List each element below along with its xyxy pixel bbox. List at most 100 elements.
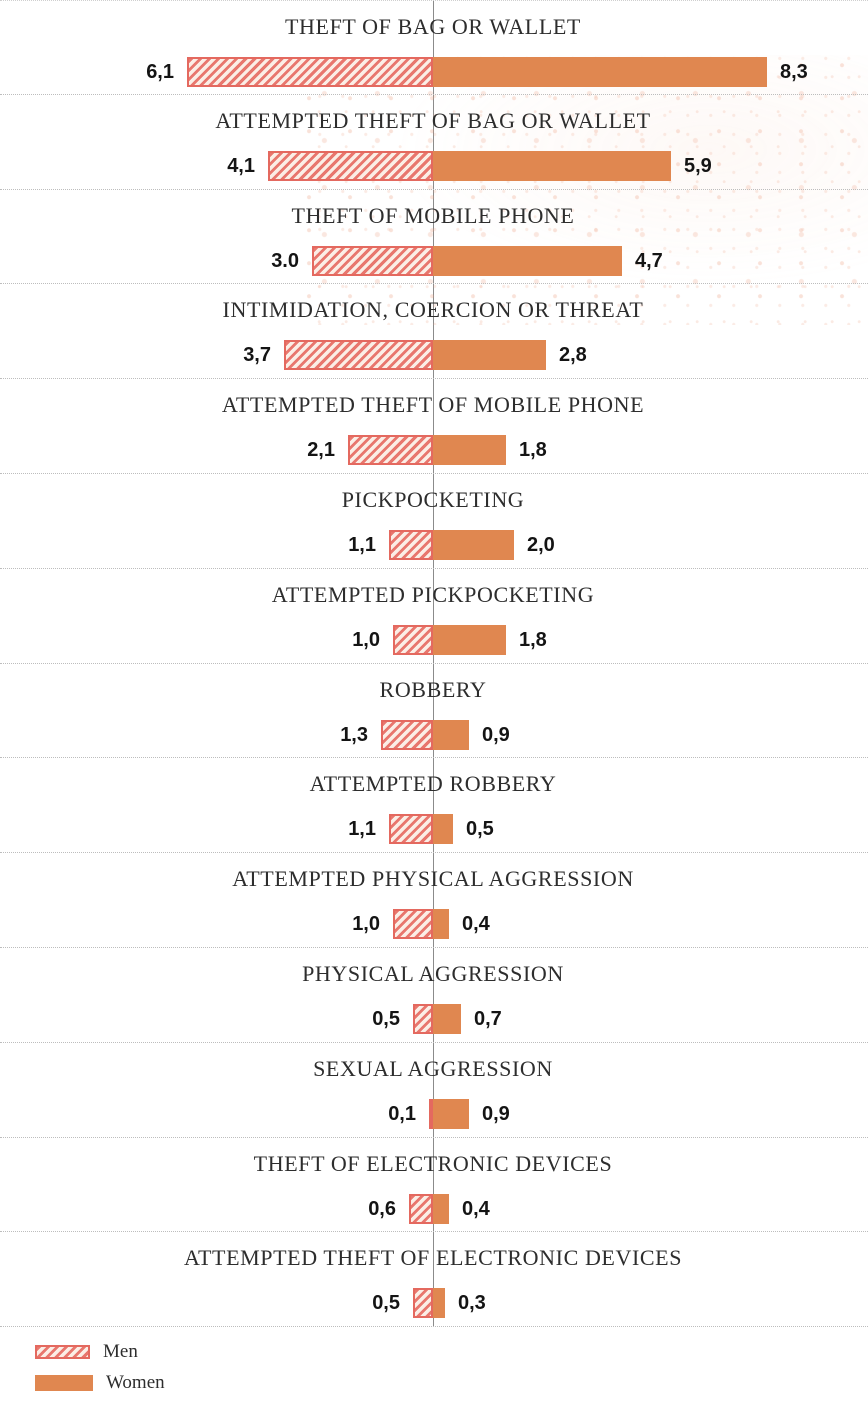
bar-area: 3,7 2,8 <box>0 340 868 371</box>
women-bar <box>433 1098 469 1129</box>
men-value-label: 6,1 <box>146 61 174 83</box>
men-value-label: 1,3 <box>340 723 368 746</box>
men-bar <box>389 529 433 560</box>
men-value-label: 2,1 <box>307 439 335 462</box>
women-bar <box>433 909 449 940</box>
category-label: ATTEMPTED PHYSICAL AGGRESSION <box>232 866 634 892</box>
bar-area: 1,1 2,0 <box>0 529 868 560</box>
men-value-label: 4,1 <box>227 154 255 177</box>
chart-row: ATTEMPTED THEFT OF BAG OR WALLET 4,1 5,9 <box>0 95 868 190</box>
category-label: THEFT OF MOBILE PHONE <box>291 202 575 228</box>
men-bar <box>429 1098 433 1129</box>
men-value-label: 1,1 <box>348 533 376 556</box>
men-value-label: 0,5 <box>372 1007 400 1030</box>
bar-area: 0,1 0,9 <box>0 1098 868 1129</box>
chart-row: ATTEMPTED ROBBERY 1,1 0,5 <box>0 758 868 854</box>
bar-area: 0,5 0,7 <box>0 1003 868 1034</box>
women-value-label: 5,9 <box>684 154 712 177</box>
women-value-label: 0,7 <box>474 1007 502 1030</box>
bar-area: 3.0 4,7 <box>0 245 868 276</box>
women-value-label: 2,0 <box>527 533 555 556</box>
women-value-label: 4,7 <box>635 249 663 272</box>
women-value-label: 0,9 <box>482 723 510 746</box>
chart-row: ROBBERY 1,3 0,9 <box>0 664 868 759</box>
category-label: THEFT OF ELECTRONIC DEVICES <box>253 1150 613 1176</box>
category-label: ATTEMPTED PICKPOCKETING <box>271 581 595 607</box>
men-value-label: 1,0 <box>352 628 380 651</box>
bar-area: 2,1 1,8 <box>0 435 868 466</box>
bar-area: 6,1 8,3 <box>0 57 868 87</box>
men-bar <box>393 909 433 940</box>
women-value-label: 2,8 <box>559 344 587 367</box>
men-bar <box>409 1193 433 1224</box>
men-bar <box>381 719 433 750</box>
women-value-label: 0,9 <box>482 1102 510 1125</box>
category-label: ATTEMPTED THEFT OF ELECTRONIC DEVICES <box>183 1245 683 1271</box>
women-bar <box>433 57 767 87</box>
bar-area: 1,0 0,4 <box>0 909 868 940</box>
category-label: ROBBERY <box>379 676 487 702</box>
women-value-label: 1,8 <box>519 439 547 462</box>
women-value-label: 0,3 <box>458 1292 486 1315</box>
chart-row: ATTEMPTED PHYSICAL AGGRESSION 1,0 0,4 <box>0 853 868 948</box>
men-bar <box>413 1288 433 1319</box>
category-label: THEFT OF BAG OR WALLET <box>285 14 581 39</box>
women-bar <box>433 1003 461 1034</box>
men-value-label: 3.0 <box>271 249 299 272</box>
men-bar <box>389 814 433 845</box>
chart-row: THEFT OF BAG OR WALLET 6,1 8,3 <box>0 0 868 95</box>
women-bar <box>433 719 469 750</box>
chart-row: THEFT OF MOBILE PHONE 3.0 4,7 <box>0 190 868 285</box>
women-bar <box>433 624 506 655</box>
women-bar <box>433 1193 449 1224</box>
men-bar <box>348 435 433 466</box>
men-bar <box>393 624 433 655</box>
category-label: PHYSICAL AGGRESSION <box>302 960 564 986</box>
chart-rows: THEFT OF BAG OR WALLET 6,1 8,3 ATTEMPTED… <box>0 0 868 1328</box>
bar-area: 1,3 0,9 <box>0 719 868 750</box>
chart-row: ATTEMPTED THEFT OF MOBILE PHONE 2,1 1,8 <box>0 379 868 474</box>
bar-area: 1,0 1,8 <box>0 624 868 655</box>
bar-area: 4,1 5,9 <box>0 150 868 181</box>
legend-label-women: Women <box>106 1372 165 1393</box>
women-bar <box>433 150 671 181</box>
women-value-label: 1,8 <box>519 628 547 651</box>
women-bar <box>433 245 622 276</box>
women-solid-swatch <box>35 1375 93 1391</box>
women-value-label: 8,3 <box>780 61 808 83</box>
category-label: INTIMIDATION, COERCION OR THREAT <box>222 297 644 323</box>
category-label: ATTEMPTED ROBBERY <box>309 771 557 797</box>
women-value-label: 0,5 <box>466 818 494 841</box>
chart-row: THEFT OF ELECTRONIC DEVICES 0,6 0,4 <box>0 1138 868 1233</box>
men-hatched-swatch <box>35 1345 90 1359</box>
chart-row: ATTEMPTED PICKPOCKETING 1,0 1,8 <box>0 569 868 664</box>
legend-item-women: Women <box>35 1372 165 1394</box>
chart-row: SEXUAL AGGRESSION 0,1 0,9 <box>0 1043 868 1138</box>
women-bar <box>433 435 506 466</box>
legend-label-men: Men <box>103 1341 138 1362</box>
men-bar <box>284 340 433 371</box>
women-value-label: 0,4 <box>462 913 490 936</box>
women-bar <box>433 1288 445 1319</box>
men-value-label: 1,1 <box>348 818 376 841</box>
bar-area: 1,1 0,5 <box>0 814 868 845</box>
chart-row: PICKPOCKETING 1,1 2,0 <box>0 474 868 569</box>
men-bar <box>187 57 433 87</box>
legend-item-men: Men <box>35 1341 165 1363</box>
men-value-label: 1,0 <box>352 913 380 936</box>
men-bar <box>268 150 433 181</box>
category-label: ATTEMPTED THEFT OF BAG OR WALLET <box>215 107 651 133</box>
men-value-label: 3,7 <box>243 344 271 367</box>
men-value-label: 0,6 <box>368 1197 396 1220</box>
women-bar <box>433 340 546 371</box>
category-label: ATTEMPTED THEFT OF MOBILE PHONE <box>221 392 645 418</box>
men-bar <box>413 1003 433 1034</box>
men-value-label: 0,1 <box>388 1102 416 1125</box>
bar-area: 0,6 0,4 <box>0 1193 868 1224</box>
women-value-label: 0,4 <box>462 1197 490 1220</box>
men-bar <box>312 245 433 276</box>
bar-area: 0,5 0,3 <box>0 1288 868 1319</box>
legend: Men Women <box>35 1341 165 1403</box>
category-label: PICKPOCKETING <box>341 486 525 512</box>
